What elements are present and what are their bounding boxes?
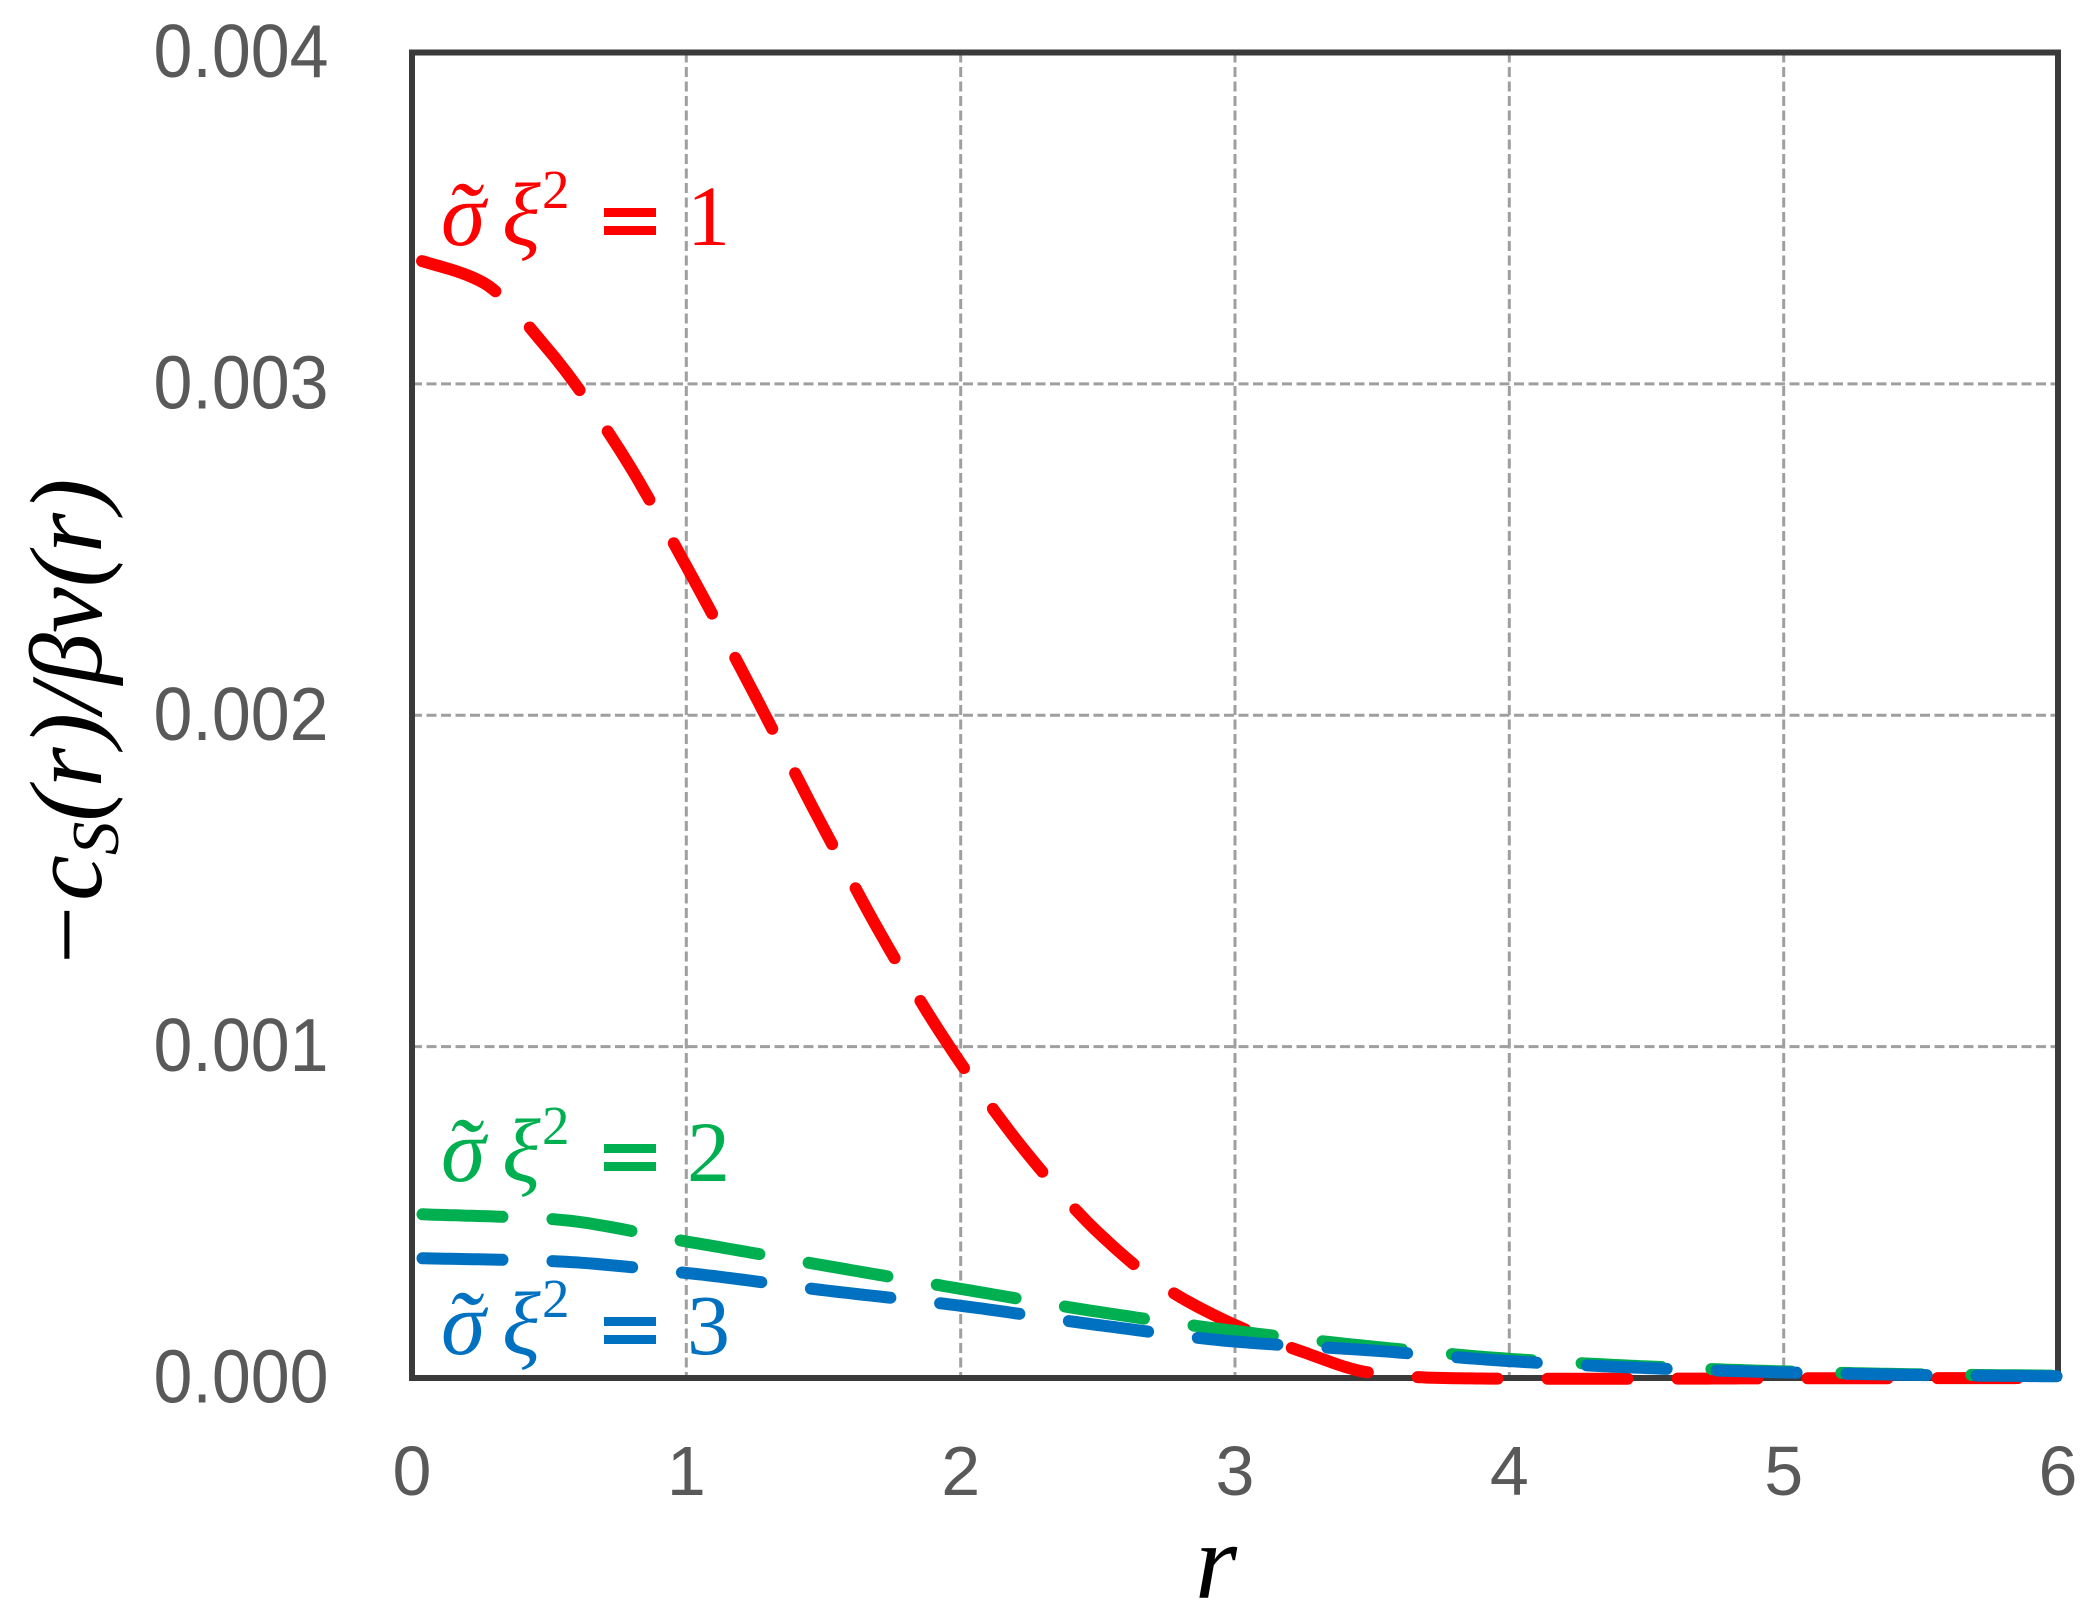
svg-text:ξ: ξ [502, 1275, 541, 1374]
svg-text:˜: ˜ [446, 1099, 484, 1206]
svg-text:σ: σ [441, 1102, 489, 1201]
svg-text:1: 1 [667, 1432, 706, 1510]
svg-text:r: r [1195, 1503, 1238, 1619]
svg-text:2: 2 [687, 1104, 730, 1200]
svg-text:ξ: ξ [502, 1102, 541, 1201]
svg-text:−cS(r)/βv(r): −cS(r)/βv(r) [10, 479, 133, 971]
svg-text:0.000: 0.000 [154, 1335, 329, 1419]
svg-text:4: 4 [1490, 1432, 1529, 1510]
svg-text:2: 2 [542, 1268, 570, 1329]
svg-text:2: 2 [941, 1432, 980, 1510]
svg-text:˜: ˜ [446, 163, 484, 270]
svg-text:2: 2 [542, 159, 570, 220]
svg-text:1: 1 [687, 168, 730, 264]
svg-text:ξ: ξ [502, 166, 541, 265]
svg-text:0.002: 0.002 [154, 672, 329, 756]
svg-text:σ: σ [441, 1275, 489, 1374]
svg-text:0: 0 [393, 1432, 432, 1510]
svg-text:3: 3 [1216, 1432, 1255, 1510]
svg-text:0.001: 0.001 [154, 1003, 329, 1087]
svg-text:5: 5 [1764, 1432, 1803, 1510]
svg-text:2: 2 [542, 1095, 570, 1156]
svg-text:0.003: 0.003 [154, 340, 329, 424]
svg-text:3: 3 [687, 1277, 730, 1373]
svg-text:σ: σ [441, 166, 489, 265]
svg-text:6: 6 [2039, 1432, 2078, 1510]
svg-text:0.004: 0.004 [154, 9, 329, 93]
svg-text:˜: ˜ [446, 1272, 484, 1379]
